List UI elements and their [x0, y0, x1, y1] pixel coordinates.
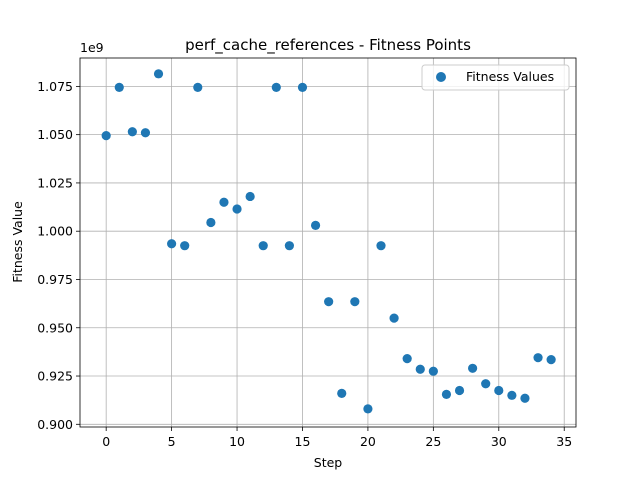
data-point [402, 354, 412, 364]
data-points [101, 69, 556, 414]
data-point [127, 127, 137, 137]
data-point [468, 363, 478, 373]
data-point [533, 353, 543, 363]
x-tick-label: 10 [229, 434, 245, 449]
data-point [389, 313, 399, 323]
y-tick-label: 0.925 [37, 369, 73, 384]
legend-label: Fitness Values [466, 69, 554, 84]
y-axis-label: Fitness Value [10, 201, 25, 283]
y-axis-ticks: 0.900 0.925 0.950 0.975 1.000 1.025 1.050 1.075 [37, 79, 80, 432]
plot-area-frame [79, 57, 577, 428]
x-tick-label: 0 [102, 434, 110, 449]
x-axis-ticks: 0 5 10 15 20 25 30 35 [102, 427, 572, 449]
x-axis-label: Step [314, 455, 343, 470]
data-point [232, 204, 242, 214]
y-tick-label: 1.075 [37, 79, 73, 94]
data-point [206, 217, 216, 228]
data-point [454, 385, 465, 396]
data-point [219, 197, 229, 207]
data-point [350, 297, 360, 307]
data-point [428, 366, 438, 376]
data-point [153, 69, 164, 79]
data-point [481, 379, 491, 389]
y-tick-label: 0.975 [37, 272, 73, 287]
x-tick-label: 35 [556, 434, 572, 449]
data-point [193, 82, 203, 92]
y-offset-label: 1e9 [80, 40, 104, 55]
data-point [520, 393, 530, 403]
x-tick-label: 5 [168, 434, 176, 449]
data-point [114, 82, 124, 92]
data-point [258, 241, 268, 251]
data-point [245, 191, 255, 202]
data-point [376, 241, 386, 251]
data-point [101, 131, 111, 141]
data-point [363, 404, 373, 414]
y-tick-label: 1.050 [37, 127, 73, 142]
y-tick-label: 0.950 [37, 320, 73, 335]
legend: Fitness Values [421, 64, 570, 91]
data-point [337, 388, 347, 399]
data-point [180, 241, 190, 251]
data-point [546, 355, 556, 365]
grid-lines [80, 58, 576, 427]
data-point [297, 82, 308, 92]
y-tick-label: 1.025 [37, 175, 73, 190]
data-point [324, 297, 334, 307]
data-point [271, 82, 281, 92]
x-tick-label: 20 [360, 434, 376, 449]
data-point [441, 389, 452, 399]
data-point [310, 220, 321, 231]
legend-box [421, 64, 570, 91]
data-point [415, 364, 425, 374]
data-point [507, 390, 517, 400]
x-tick-label: 30 [491, 434, 507, 449]
x-tick-label: 25 [425, 434, 441, 449]
x-tick-label: 15 [295, 434, 311, 449]
data-point [284, 241, 294, 251]
data-point [167, 239, 177, 249]
chart-title: perf_cache_references - Fitness Points [185, 36, 471, 55]
y-tick-label: 1.000 [37, 224, 73, 239]
legend-marker [436, 72, 446, 82]
data-point [140, 128, 151, 138]
y-tick-label: 0.900 [37, 417, 73, 432]
data-point [494, 385, 504, 396]
